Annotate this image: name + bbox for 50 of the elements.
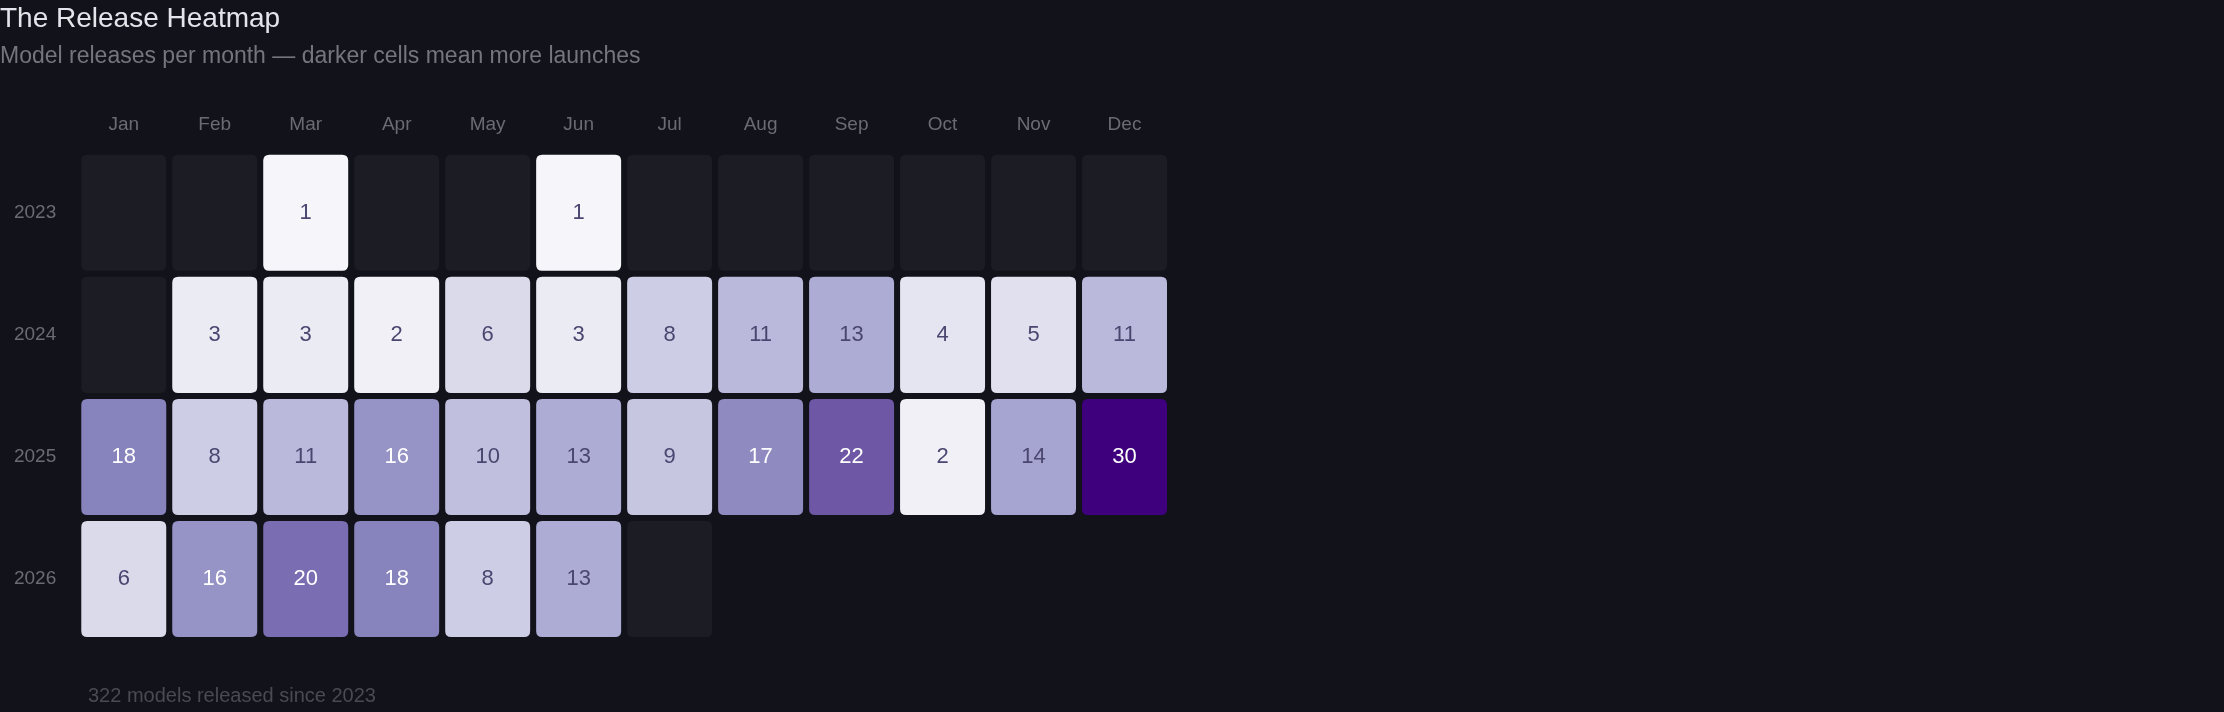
y-tick-label: 2024 [13, 323, 57, 345]
data-label: 1 [299, 198, 312, 224]
x-tick-label: Jul [657, 112, 682, 134]
data-label: 13 [839, 320, 864, 346]
data-label: 1 [572, 198, 585, 224]
data-label: 11 [294, 442, 318, 468]
data-label: 3 [299, 320, 312, 346]
data-label: 6 [117, 565, 130, 591]
data-label: 13 [566, 442, 591, 468]
data-label: 11 [1113, 320, 1136, 346]
data-label: 6 [481, 320, 494, 346]
data-label: 16 [202, 565, 227, 591]
data-label: 8 [208, 442, 221, 468]
data-label: 20 [293, 565, 318, 591]
data-label: 17 [748, 442, 773, 468]
chart-subtitle: Model releases per month — darker cells mean more launches [0, 42, 641, 69]
data-label: 2 [936, 442, 949, 468]
x-tick-label: Apr [381, 112, 413, 134]
data-label: 2 [390, 320, 403, 346]
x-tick-label: Jan [108, 112, 140, 134]
x-tick-label: Oct [927, 112, 959, 134]
x-tick-label: Aug [743, 112, 778, 134]
data-label: 11 [749, 320, 773, 346]
data-label: 14 [1021, 442, 1046, 468]
x-tick-label: Dec [1107, 112, 1142, 134]
chart-title: The Release Heatmap [0, 2, 281, 34]
data-label: 13 [566, 565, 591, 591]
text: 322 models released since 2023 [88, 684, 376, 707]
data-label: 4 [936, 320, 949, 346]
data-label: 3 [572, 320, 585, 346]
data-label: 5 [1027, 320, 1040, 346]
x-tick-label: Nov [1016, 112, 1051, 134]
data-label: 8 [663, 320, 676, 346]
data-label: 16 [384, 442, 409, 468]
data-label: 30 [1112, 442, 1137, 468]
x-tick-label: Sep [834, 112, 869, 134]
data-label: 18 [111, 442, 136, 468]
y-tick-label: 2025 [13, 445, 57, 467]
data-label: 22 [839, 442, 864, 468]
x-tick-label: Jun [563, 112, 594, 134]
data-label: 9 [663, 442, 676, 468]
y-tick-label: 2026 [13, 567, 57, 589]
x-tick-label: Feb [198, 112, 232, 134]
data-label: 10 [475, 442, 500, 468]
data-label: 8 [481, 565, 494, 591]
x-tick-label: May [469, 112, 507, 134]
x-tick-label: Mar [289, 112, 323, 134]
y-tick-label: 2023 [13, 201, 57, 223]
data-label: 18 [384, 565, 409, 591]
data-label: 3 [208, 320, 221, 346]
